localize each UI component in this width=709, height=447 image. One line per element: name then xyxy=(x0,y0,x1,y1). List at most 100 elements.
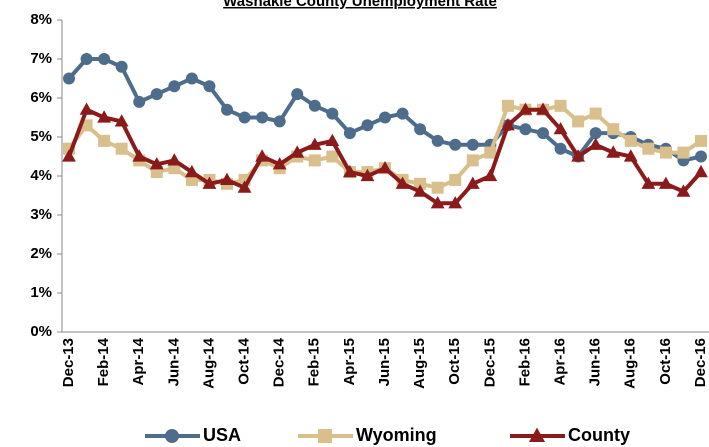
point-marker xyxy=(589,107,602,120)
point-marker xyxy=(308,154,321,167)
point-marker xyxy=(414,123,427,136)
point-marker xyxy=(501,99,514,112)
point-marker xyxy=(221,103,233,116)
legend-label: USA xyxy=(203,425,241,445)
point-marker xyxy=(483,168,498,182)
y-tick-label: 2% xyxy=(30,245,52,262)
point-marker xyxy=(326,107,339,120)
legend-label: Wyoming xyxy=(356,425,437,445)
point-marker xyxy=(465,176,480,189)
y-tick-label: 7% xyxy=(30,50,52,67)
point-marker xyxy=(500,118,515,131)
point-marker xyxy=(658,176,673,189)
x-tick-label: Oct-15 xyxy=(446,338,463,385)
point-marker xyxy=(553,122,568,135)
x-tick-label: Apr-14 xyxy=(130,337,147,385)
x-tick-label: Feb-15 xyxy=(306,338,323,386)
point-marker xyxy=(431,181,444,194)
point-marker xyxy=(342,164,357,178)
point-marker xyxy=(326,150,339,163)
point-marker xyxy=(115,142,128,155)
point-marker xyxy=(114,114,129,127)
x-tick-label: Oct-16 xyxy=(657,338,674,385)
legend-marker xyxy=(165,429,179,443)
legend-marker xyxy=(528,427,546,442)
x-tick-label: Aug-14 xyxy=(200,337,217,388)
point-marker xyxy=(308,99,321,112)
point-marker xyxy=(624,134,637,147)
x-tick-label: Apr-16 xyxy=(552,338,569,386)
point-marker xyxy=(694,164,708,178)
point-marker xyxy=(63,72,75,85)
point-marker xyxy=(395,176,410,189)
y-tick-label: 0% xyxy=(30,323,52,340)
point-marker xyxy=(695,150,707,163)
point-marker xyxy=(203,80,216,93)
point-marker xyxy=(360,168,375,182)
point-marker xyxy=(484,146,497,159)
point-marker xyxy=(537,127,549,140)
y-tick-label: 1% xyxy=(30,284,52,301)
point-marker xyxy=(379,111,391,124)
point-marker xyxy=(149,157,164,170)
y-tick-label: 6% xyxy=(30,89,52,106)
x-tick-label: Aug-16 xyxy=(622,338,639,389)
point-marker xyxy=(185,72,198,85)
point-marker xyxy=(98,53,111,65)
point-marker xyxy=(606,145,621,158)
legend-label: County xyxy=(568,425,630,445)
point-marker xyxy=(272,157,287,170)
point-marker xyxy=(641,176,656,189)
point-marker xyxy=(378,161,392,174)
point-marker xyxy=(677,146,690,159)
point-marker xyxy=(572,115,585,128)
y-tick-label: 8% xyxy=(30,11,52,28)
point-marker xyxy=(307,137,322,150)
series-line xyxy=(67,57,702,163)
point-marker xyxy=(220,172,234,185)
point-marker xyxy=(554,99,567,112)
point-marker xyxy=(256,111,269,124)
point-marker xyxy=(554,142,567,155)
point-marker xyxy=(343,127,356,140)
point-marker xyxy=(237,180,252,193)
x-tick-label: Dec-13 xyxy=(60,338,77,387)
point-marker xyxy=(413,184,428,197)
point-marker xyxy=(676,184,691,197)
point-marker xyxy=(466,138,479,151)
point-marker xyxy=(449,173,462,186)
point-marker xyxy=(115,60,128,73)
point-marker xyxy=(536,102,550,115)
point-marker xyxy=(167,153,182,166)
point-marker xyxy=(168,80,181,93)
point-marker xyxy=(361,119,374,132)
x-tick-label: Feb-14 xyxy=(95,337,112,386)
point-marker xyxy=(518,102,533,115)
x-tick-label: Dec-16 xyxy=(692,338,709,387)
point-marker xyxy=(97,110,112,123)
point-marker xyxy=(623,149,638,162)
point-marker xyxy=(466,154,479,167)
point-marker xyxy=(589,127,602,140)
point-marker xyxy=(62,149,76,162)
point-marker xyxy=(150,88,163,101)
point-marker xyxy=(430,196,445,209)
point-marker xyxy=(449,138,462,151)
point-marker xyxy=(431,134,444,147)
point-marker xyxy=(325,133,340,146)
y-tick-label: 5% xyxy=(30,128,52,145)
point-marker xyxy=(133,95,146,108)
point-marker xyxy=(659,146,672,159)
x-tick-label: Feb-16 xyxy=(516,338,533,386)
x-tick-label: Jun-14 xyxy=(165,337,182,386)
point-marker xyxy=(291,88,304,101)
point-marker xyxy=(273,115,286,128)
x-tick-label: Oct-14 xyxy=(236,337,253,384)
point-marker xyxy=(519,123,532,136)
point-marker xyxy=(695,134,707,147)
point-marker xyxy=(642,142,655,155)
y-tick-label: 3% xyxy=(30,206,52,223)
x-tick-label: Apr-15 xyxy=(341,338,358,386)
chart-title: Washakie County Unemployment Rate xyxy=(223,0,497,10)
point-marker xyxy=(80,53,93,65)
